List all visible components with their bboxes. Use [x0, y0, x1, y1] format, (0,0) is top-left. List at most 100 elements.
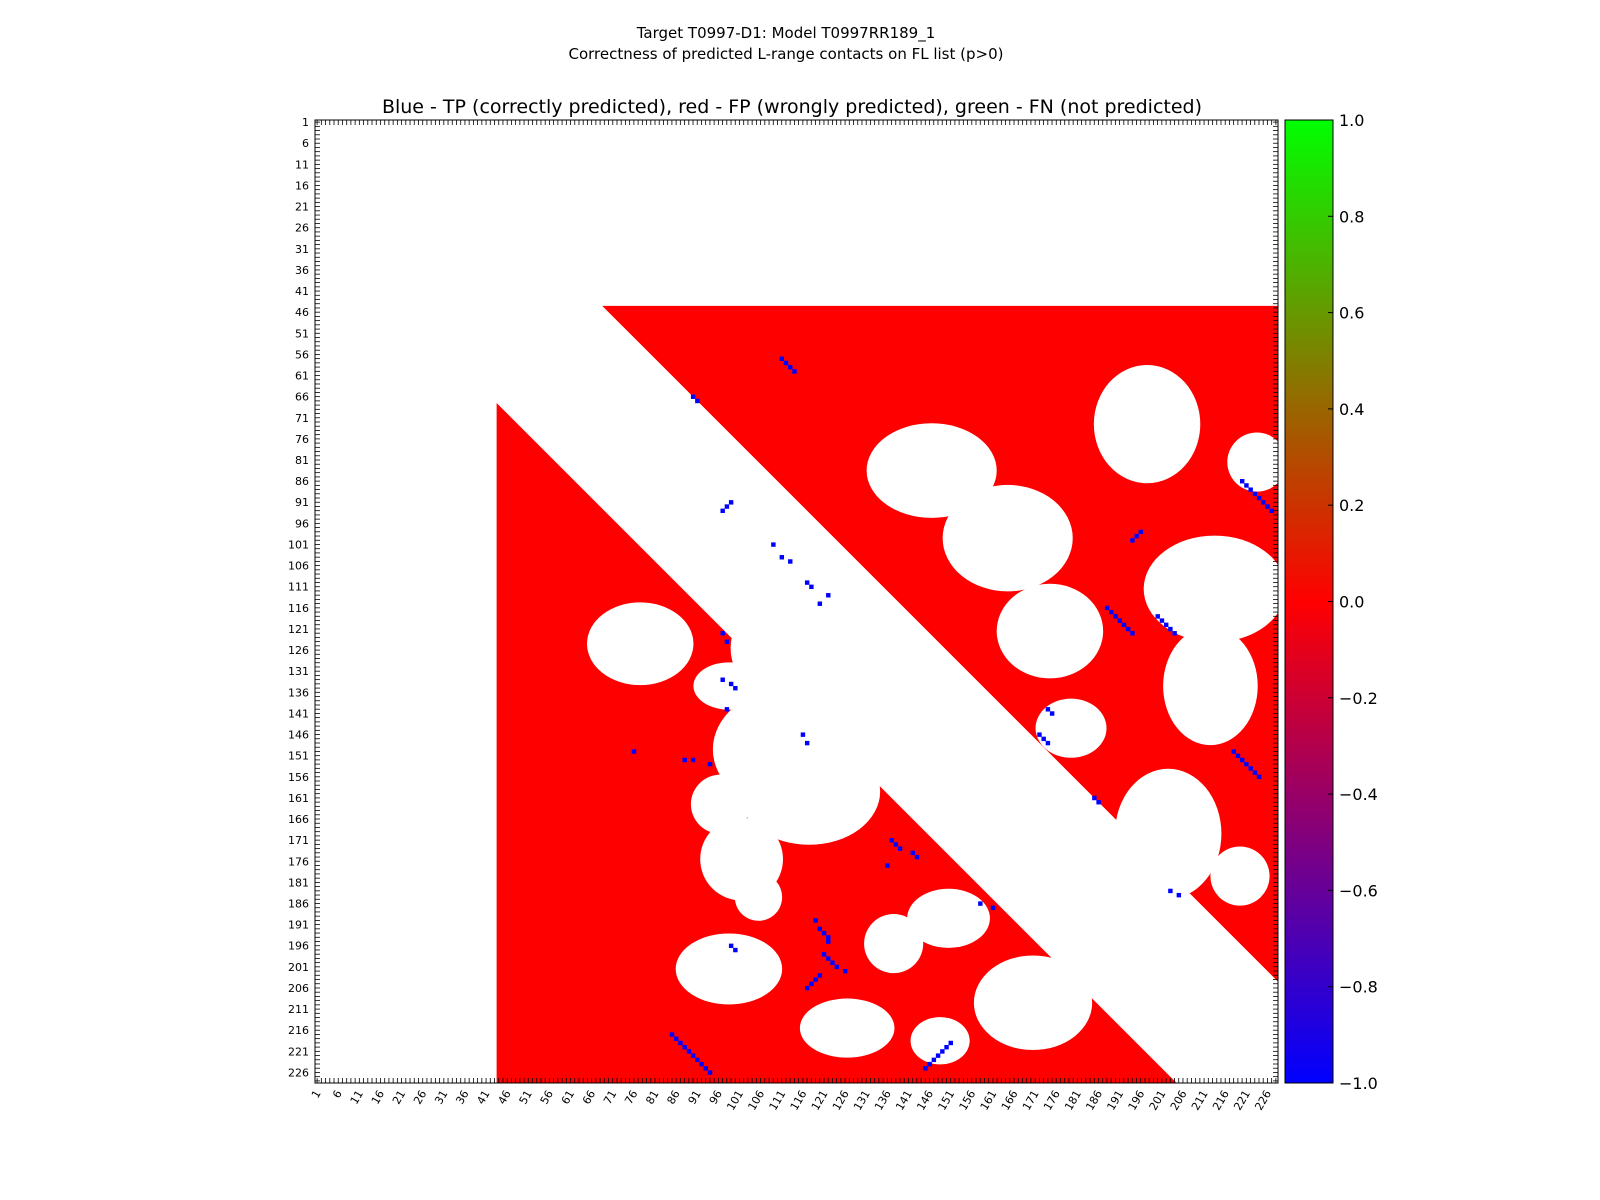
y-tick-label: 111: [288, 581, 309, 594]
tp-contact: [771, 542, 776, 547]
tp-contact: [826, 956, 831, 961]
tp-contact: [889, 838, 894, 843]
no-contact-area: [730, 582, 897, 714]
tp-contact: [940, 1049, 945, 1054]
x-tick-label: 6: [330, 1088, 345, 1101]
y-tick-label: 21: [295, 201, 309, 214]
no-contact-area: [738, 738, 881, 845]
tp-contact: [1239, 479, 1245, 484]
tp-contact: [1104, 605, 1110, 611]
tp-contact: [948, 1040, 953, 1046]
tp-contact: [728, 681, 734, 687]
tp-contact: [813, 977, 818, 982]
x-tick-label: 206: [1168, 1088, 1190, 1113]
tp-contact: [690, 757, 696, 763]
colorbar-tick-label: 0.8: [1339, 207, 1364, 226]
tp-contact: [1239, 757, 1245, 763]
x-tick-label: 226: [1252, 1088, 1274, 1113]
tp-contact: [1235, 753, 1241, 758]
no-contact-area: [1227, 432, 1287, 492]
no-contact-area: [1210, 846, 1270, 906]
y-tick-label: 191: [288, 919, 309, 932]
y-tick-label: 86: [295, 475, 309, 488]
tp-contact: [893, 842, 899, 847]
no-contact-area: [1114, 768, 1222, 899]
x-tick-label: 216: [1210, 1088, 1232, 1113]
x-tick-label: 156: [957, 1088, 979, 1113]
tp-contact: [682, 1044, 687, 1050]
x-tick-label: 31: [432, 1088, 450, 1107]
x-tick-label: 66: [580, 1088, 598, 1107]
x-tick-label: 81: [643, 1088, 661, 1107]
x-tick-label: 141: [893, 1088, 915, 1113]
y-tick-label: 226: [288, 1066, 309, 1079]
tp-contact: [1125, 626, 1131, 632]
x-tick-label: 221: [1231, 1088, 1253, 1113]
minor-ticks: [315, 120, 1278, 1083]
tp-contact: [678, 1040, 683, 1046]
y-tick-label: 171: [288, 834, 309, 847]
x-tick-label: 61: [559, 1088, 577, 1107]
x-tick-label: 91: [686, 1088, 704, 1107]
tp-contact: [800, 732, 806, 737]
tp-contact: [779, 555, 785, 560]
tp-contact: [1121, 622, 1127, 628]
tp-contact: [804, 740, 810, 746]
tp-contact: [809, 981, 814, 987]
x-tick-label: 41: [474, 1088, 492, 1107]
y-tick-label: 176: [288, 855, 309, 868]
x-tick-label: 21: [390, 1088, 408, 1107]
y-tick-label: 116: [288, 602, 309, 615]
x-tick-label: 36: [453, 1088, 471, 1107]
y-tick-label: 221: [288, 1045, 309, 1058]
tp-contact: [1244, 762, 1249, 767]
tp-contact: [1134, 533, 1139, 539]
y-tick-label: 216: [288, 1024, 309, 1037]
y-tick-label: 121: [288, 623, 309, 636]
y-tick-label: 46: [295, 306, 309, 319]
y-tick-label: 126: [288, 644, 309, 657]
colorbar-tick-label: 0.0: [1339, 593, 1364, 612]
y-tick-label: 66: [295, 391, 309, 404]
tp-contact: [686, 1049, 692, 1054]
tp-contact: [720, 508, 725, 514]
colorbar: 1.0 0.8 0.6 0.4 0.2 0.0 −0.2 −0.4 −0.6 −0.8 −1.0: [1284, 111, 1378, 1093]
tp-contact: [1172, 631, 1177, 636]
tp-contact: [817, 926, 823, 932]
fp-region-upper: [602, 305, 1278, 982]
tp-contact: [720, 677, 725, 682]
y-tick-label: 11: [295, 158, 309, 171]
x-tick-label: 16: [369, 1088, 387, 1107]
y-tick-label: 76: [295, 433, 309, 446]
x-tick-label: 161: [978, 1088, 1000, 1113]
tp-contact: [935, 1053, 941, 1058]
tp-contact: [1248, 766, 1253, 771]
x-tick-label: 26: [411, 1088, 429, 1107]
y-tick-label: 36: [295, 264, 309, 277]
tp-contact: [914, 854, 920, 860]
tp-contact: [788, 364, 793, 370]
tp-contact: [792, 369, 797, 374]
y-tick-label: 56: [295, 348, 309, 361]
no-contact-area: [675, 933, 783, 1005]
x-tick-label: 131: [851, 1088, 873, 1113]
tp-contact: [783, 360, 789, 366]
x-tick-label: 196: [1126, 1088, 1148, 1113]
no-contact-area: [799, 998, 895, 1058]
no-contact-area: [942, 484, 1073, 592]
tp-contact: [931, 1057, 937, 1063]
tp-contact: [885, 863, 890, 868]
no-contact-area: [1093, 364, 1201, 484]
tp-contact: [779, 356, 785, 361]
x-tick-label: 111: [767, 1088, 789, 1113]
x-tick-label: 46: [496, 1088, 514, 1107]
y-tick-label: 136: [288, 686, 309, 699]
tp-contact: [724, 707, 730, 712]
x-tick-label: 51: [517, 1088, 535, 1107]
colorbar-tick-label: 0.6: [1339, 304, 1364, 323]
tp-contact: [1138, 529, 1144, 535]
no-contact-area: [996, 583, 1104, 679]
tp-contact: [813, 918, 818, 923]
x-tick-label: 71: [601, 1088, 619, 1107]
tp-contact: [669, 1032, 675, 1037]
